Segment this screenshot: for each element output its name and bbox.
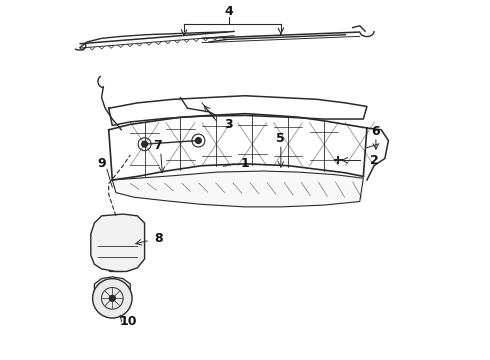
Polygon shape — [112, 171, 364, 207]
Text: 10: 10 — [120, 315, 137, 328]
Polygon shape — [109, 262, 123, 271]
Circle shape — [109, 296, 115, 301]
Circle shape — [93, 279, 132, 318]
Polygon shape — [95, 277, 130, 306]
Text: 6: 6 — [371, 125, 380, 138]
Polygon shape — [91, 214, 145, 271]
Text: 8: 8 — [154, 232, 163, 245]
Text: 4: 4 — [224, 5, 233, 18]
Text: 5: 5 — [276, 132, 285, 145]
Text: 7: 7 — [153, 139, 162, 152]
Text: 2: 2 — [370, 154, 378, 167]
Text: 9: 9 — [97, 157, 106, 170]
Text: 1: 1 — [241, 157, 249, 170]
Circle shape — [142, 141, 147, 147]
Circle shape — [196, 138, 201, 143]
Text: 3: 3 — [224, 118, 233, 131]
